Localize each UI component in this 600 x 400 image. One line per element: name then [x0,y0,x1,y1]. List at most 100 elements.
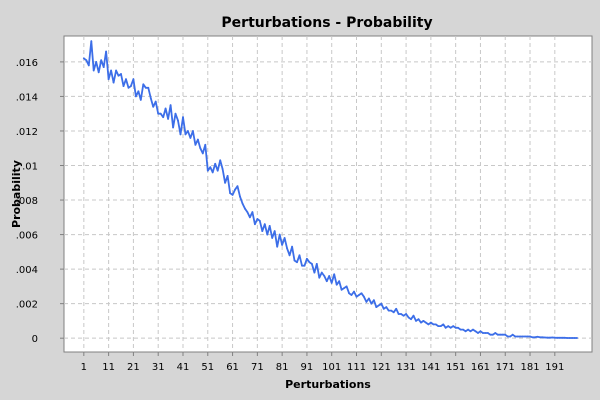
x-tick-label: 51 [201,362,214,373]
data-point [333,273,336,276]
data-point [273,230,276,233]
y-tick-label: .006 [16,231,38,242]
y-tick-label: .014 [16,92,38,103]
data-point [377,304,380,307]
x-tick-label: 11 [102,362,115,373]
x-tick-label: 171 [496,362,515,373]
data-point [241,202,244,205]
data-point [459,328,462,331]
data-point [387,309,390,312]
data-point [363,295,365,298]
data-point [291,245,293,248]
data-point [558,336,561,339]
data-point [172,126,175,129]
data-point [345,285,348,288]
data-point [301,264,303,267]
x-tick-label: 151 [446,362,465,373]
data-point [353,290,355,293]
data-point [464,330,467,333]
data-point [323,275,326,277]
data-point [358,294,360,296]
data-point [112,81,115,84]
data-point [529,335,531,338]
data-point [373,299,375,302]
data-point [447,325,450,327]
data-point [375,306,378,308]
data-point [144,86,147,89]
data-point [187,130,189,132]
data-point [430,321,432,324]
data-point [258,219,261,222]
data-point [117,74,120,77]
y-tick-label: 0 [32,334,38,345]
data-point [487,332,489,334]
x-tick-label: 41 [177,362,190,373]
data-point [278,233,281,236]
x-tick-label: 111 [347,362,366,373]
y-tick-label: .004 [16,265,38,276]
y-gridlines [64,61,592,339]
data-point [368,297,370,300]
data-point [221,168,224,170]
data-point [392,311,395,314]
data-point [556,336,559,339]
x-tick-label: 81 [276,362,289,373]
data-point [254,223,256,226]
data-point [400,313,402,315]
data-point [405,313,407,315]
data-point [524,335,526,338]
data-point [162,116,165,119]
x-tick-label: 71 [251,362,264,373]
data-point [115,69,117,72]
y-tick-label: .01 [22,162,38,173]
data-point [147,86,150,89]
data-point [536,335,539,338]
data-point [343,287,345,289]
data-point [268,225,271,227]
data-point [97,71,100,74]
data-point [501,333,504,336]
data-point [360,292,363,295]
data-point [107,78,110,81]
data-point [152,105,155,108]
data-point [209,166,212,169]
data-point [229,192,232,195]
data-point [563,336,566,339]
data-point [437,325,440,327]
data-point [561,336,564,339]
data-point [474,330,477,333]
x-tick-label: 141 [421,362,440,373]
data-point [149,97,152,100]
data-point [397,313,400,315]
data-point [338,280,341,283]
data-point [102,66,105,68]
data-point [306,257,308,260]
data-point [164,107,167,110]
data-point [100,59,103,62]
data-point [234,188,236,191]
data-point [444,326,447,329]
data-point [308,261,311,264]
data-point [504,333,507,336]
data-point [189,137,192,139]
data-point [335,283,338,286]
data-point [251,211,254,214]
data-point [496,333,499,336]
data-point [494,332,497,334]
data-point [395,307,398,310]
data-point [449,326,452,329]
data-point [271,237,274,239]
y-tick-label: .016 [16,58,38,69]
data-point [385,306,388,308]
data-point [315,263,318,265]
data-point [462,328,464,331]
data-point [402,314,405,317]
data-point [365,301,368,303]
data-point [573,337,576,339]
data-point [484,332,487,334]
data-point [514,335,517,338]
data-point [576,337,578,339]
data-point [407,316,410,319]
data-point [90,40,93,43]
data-point [216,169,219,172]
